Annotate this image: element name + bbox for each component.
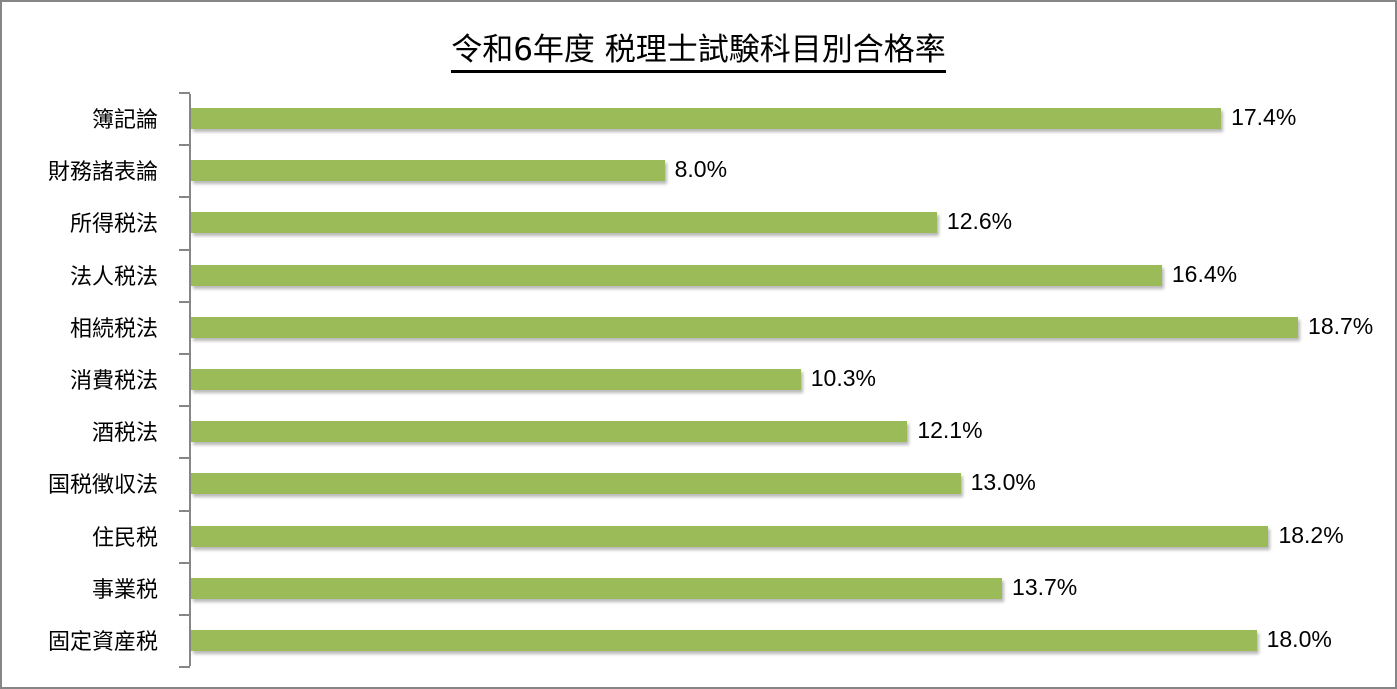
bar [191,577,1003,599]
value-label: 13.7% [1012,573,1078,600]
category-label: 固定資産税 [47,630,158,655]
value-label: 16.4% [1171,260,1238,287]
category-label: 財務諸表論 [47,160,158,186]
axis-tick [179,614,190,616]
axis-tick [179,144,190,147]
bar [191,369,801,390]
value-label: 18.0% [1266,626,1332,652]
axis-tick [179,509,190,512]
axis-tick [179,300,190,303]
category-label: 簿記論 [91,108,158,133]
bar [191,473,961,495]
axis-tick [179,248,190,251]
value-label: 12.1% [917,417,983,444]
category-label: 酒税法 [91,421,158,447]
value-label: 18.7% [1308,312,1374,339]
axis-tick [179,92,190,94]
axis-tick [179,405,190,408]
axis-tick [179,561,190,564]
axis-tick [179,353,190,355]
value-label: 18.2% [1278,521,1344,548]
value-label: 8.0% [674,156,728,183]
chart-title: 令和6年度 税理士試験科目別合格率 [2,24,1395,73]
bar [191,160,665,182]
category-label: 法人税法 [69,264,158,290]
axis-tick [179,457,190,460]
bar [191,525,1269,547]
bar [191,421,908,443]
category-label: 国税徴収法 [47,473,158,499]
value-label: 13.0% [970,469,1036,496]
category-axis [189,94,191,666]
category-label: 住民税 [91,525,158,551]
category-label: 相続税法 [69,316,158,342]
value-label: 17.4% [1231,104,1297,130]
category-label: 所得税法 [69,212,158,238]
value-label: 10.3% [810,365,876,391]
category-label: 事業税 [91,577,158,603]
axis-tick [179,666,190,669]
bar [191,630,1257,651]
bar [191,212,937,234]
bar [191,316,1299,338]
category-label: 消費税法 [69,369,158,394]
axis-tick [179,196,190,199]
value-label: 12.6% [946,208,1013,235]
bar [191,108,1222,129]
bar [191,264,1162,286]
